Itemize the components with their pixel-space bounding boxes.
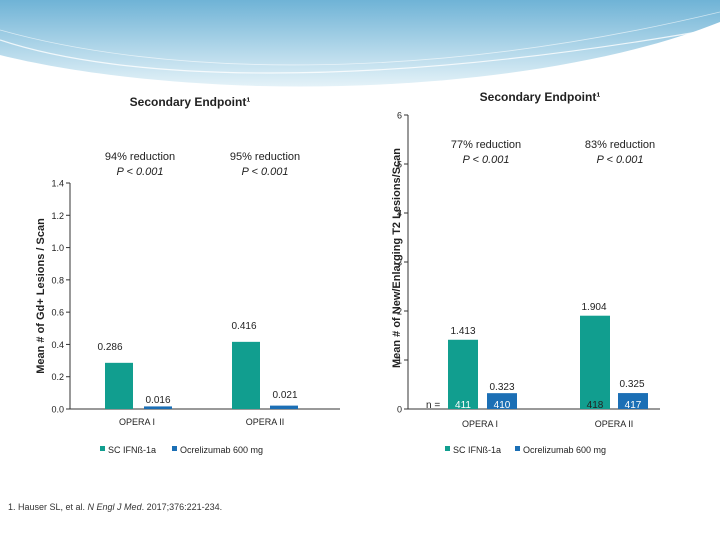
chart1-bar-sc [105, 362, 133, 409]
chart2-bar-ocr [618, 393, 648, 409]
chart2-y-tick-label: 5 [397, 160, 402, 170]
chart2-n-label-sc: 411 [455, 400, 471, 411]
chart1-y-axis-label: Mean # of Gd+ Lesions / Scan [35, 218, 47, 374]
chart1-x-tick-label: OPERA I [119, 417, 155, 427]
banner-wave-line [0, 27, 720, 74]
chart2-y-tick-label: 2 [397, 307, 402, 317]
chart2-legend-label-sc: SC IFNß-1a [453, 445, 501, 455]
footnote-journal: N Engl J Med [87, 502, 142, 512]
chart2-n-label-ocr: 417 [625, 400, 642, 411]
footnote-suffix: . 2017;376:221-234. [141, 502, 223, 512]
chart1-y-tick-label: 0.2 [51, 372, 64, 382]
footnote: 1. Hauser SL, et al. N Engl J Med. 2017;… [8, 502, 222, 512]
chart1-p-value-label: P < 0.001 [242, 166, 289, 178]
footnote-prefix: 1. Hauser SL, et al. [8, 502, 88, 512]
chart1-bar-ocr [144, 406, 172, 409]
chart2-y-tick-label: 1 [397, 356, 402, 366]
chart2-y-tick-label: 6 [397, 111, 402, 121]
header-banner [0, 0, 720, 87]
banner-wave-line [0, 11, 720, 66]
chart1-legend-swatch-sc [100, 446, 105, 451]
chart1-y-tick-label: 0.4 [51, 340, 64, 350]
chart2-data-label: 0.323 [489, 382, 514, 393]
chart2-data-label: 1.904 [581, 302, 606, 313]
chart2-bar-ocr [487, 393, 517, 409]
chart1-y-tick-label: 0.6 [51, 308, 64, 318]
chart2-x-tick-label: OPERA I [462, 419, 498, 429]
chart1-bar-ocr [270, 405, 298, 409]
chart2-reduction-label: 77% reduction [451, 139, 521, 151]
chart1-legend-label-ocr: Ocrelizumab 600 mg [180, 445, 263, 455]
chart1-title: Secondary Endpoint¹ [130, 95, 251, 109]
chart1-y-tick-label: 0.0 [51, 405, 64, 415]
chart2-p-value-label: P < 0.001 [597, 154, 644, 166]
chart2-legend-swatch-ocr [515, 446, 520, 451]
chart2-y-tick-label: 4 [397, 209, 402, 219]
banner-wave [0, 0, 720, 87]
chart1-y-tick-label: 0.8 [51, 275, 64, 285]
chart2-y-tick-label: 3 [397, 258, 402, 268]
chart2-n-label-sc: 418 [587, 400, 604, 411]
chart1-y-tick-label: 1.2 [51, 211, 64, 221]
chart1-p-value-label: P < 0.001 [117, 166, 164, 178]
chart2-data-label: 0.325 [619, 379, 644, 390]
chart1-y-tick-label: 1.4 [51, 179, 64, 189]
chart1-data-label: 0.416 [231, 321, 256, 332]
chart1-reduction-label: 95% reduction [230, 151, 300, 163]
chart2-reduction-label: 83% reduction [585, 139, 655, 151]
chart1-legend-swatch-ocr [172, 446, 177, 451]
chart2-title: Secondary Endpoint¹ [480, 90, 601, 104]
chart2-data-label: 1.413 [450, 326, 475, 337]
chart1-bar-sc [232, 341, 260, 409]
chart2-p-value-label: P < 0.001 [463, 154, 510, 166]
chart2-y-axis-label: Mean # of New/Enlarging T2 Lesions/Scan [391, 148, 403, 368]
chart1-legend-label-sc: SC IFNß-1a [108, 445, 156, 455]
chart2-bar-sc [448, 339, 478, 409]
chart1-data-label: 0.286 [97, 342, 122, 353]
chart2-y-tick-label: 0 [397, 405, 402, 415]
chart1-reduction-label: 94% reduction [105, 151, 175, 163]
chart2-n-label-ocr: 410 [494, 400, 511, 411]
chart2-legend-label-ocr: Ocrelizumab 600 mg [523, 445, 606, 455]
chart1-y-tick-label: 1.0 [51, 243, 64, 253]
chart1-data-label: 0.016 [145, 395, 170, 406]
chart2-legend-swatch-sc [445, 446, 450, 451]
chart2-bar-sc [580, 315, 610, 409]
chart1-x-tick-label: OPERA II [246, 417, 285, 427]
chart2-x-tick-label: OPERA II [595, 419, 634, 429]
chart1-data-label: 0.021 [272, 390, 297, 401]
chart2-n-prefix: n = [426, 400, 440, 411]
